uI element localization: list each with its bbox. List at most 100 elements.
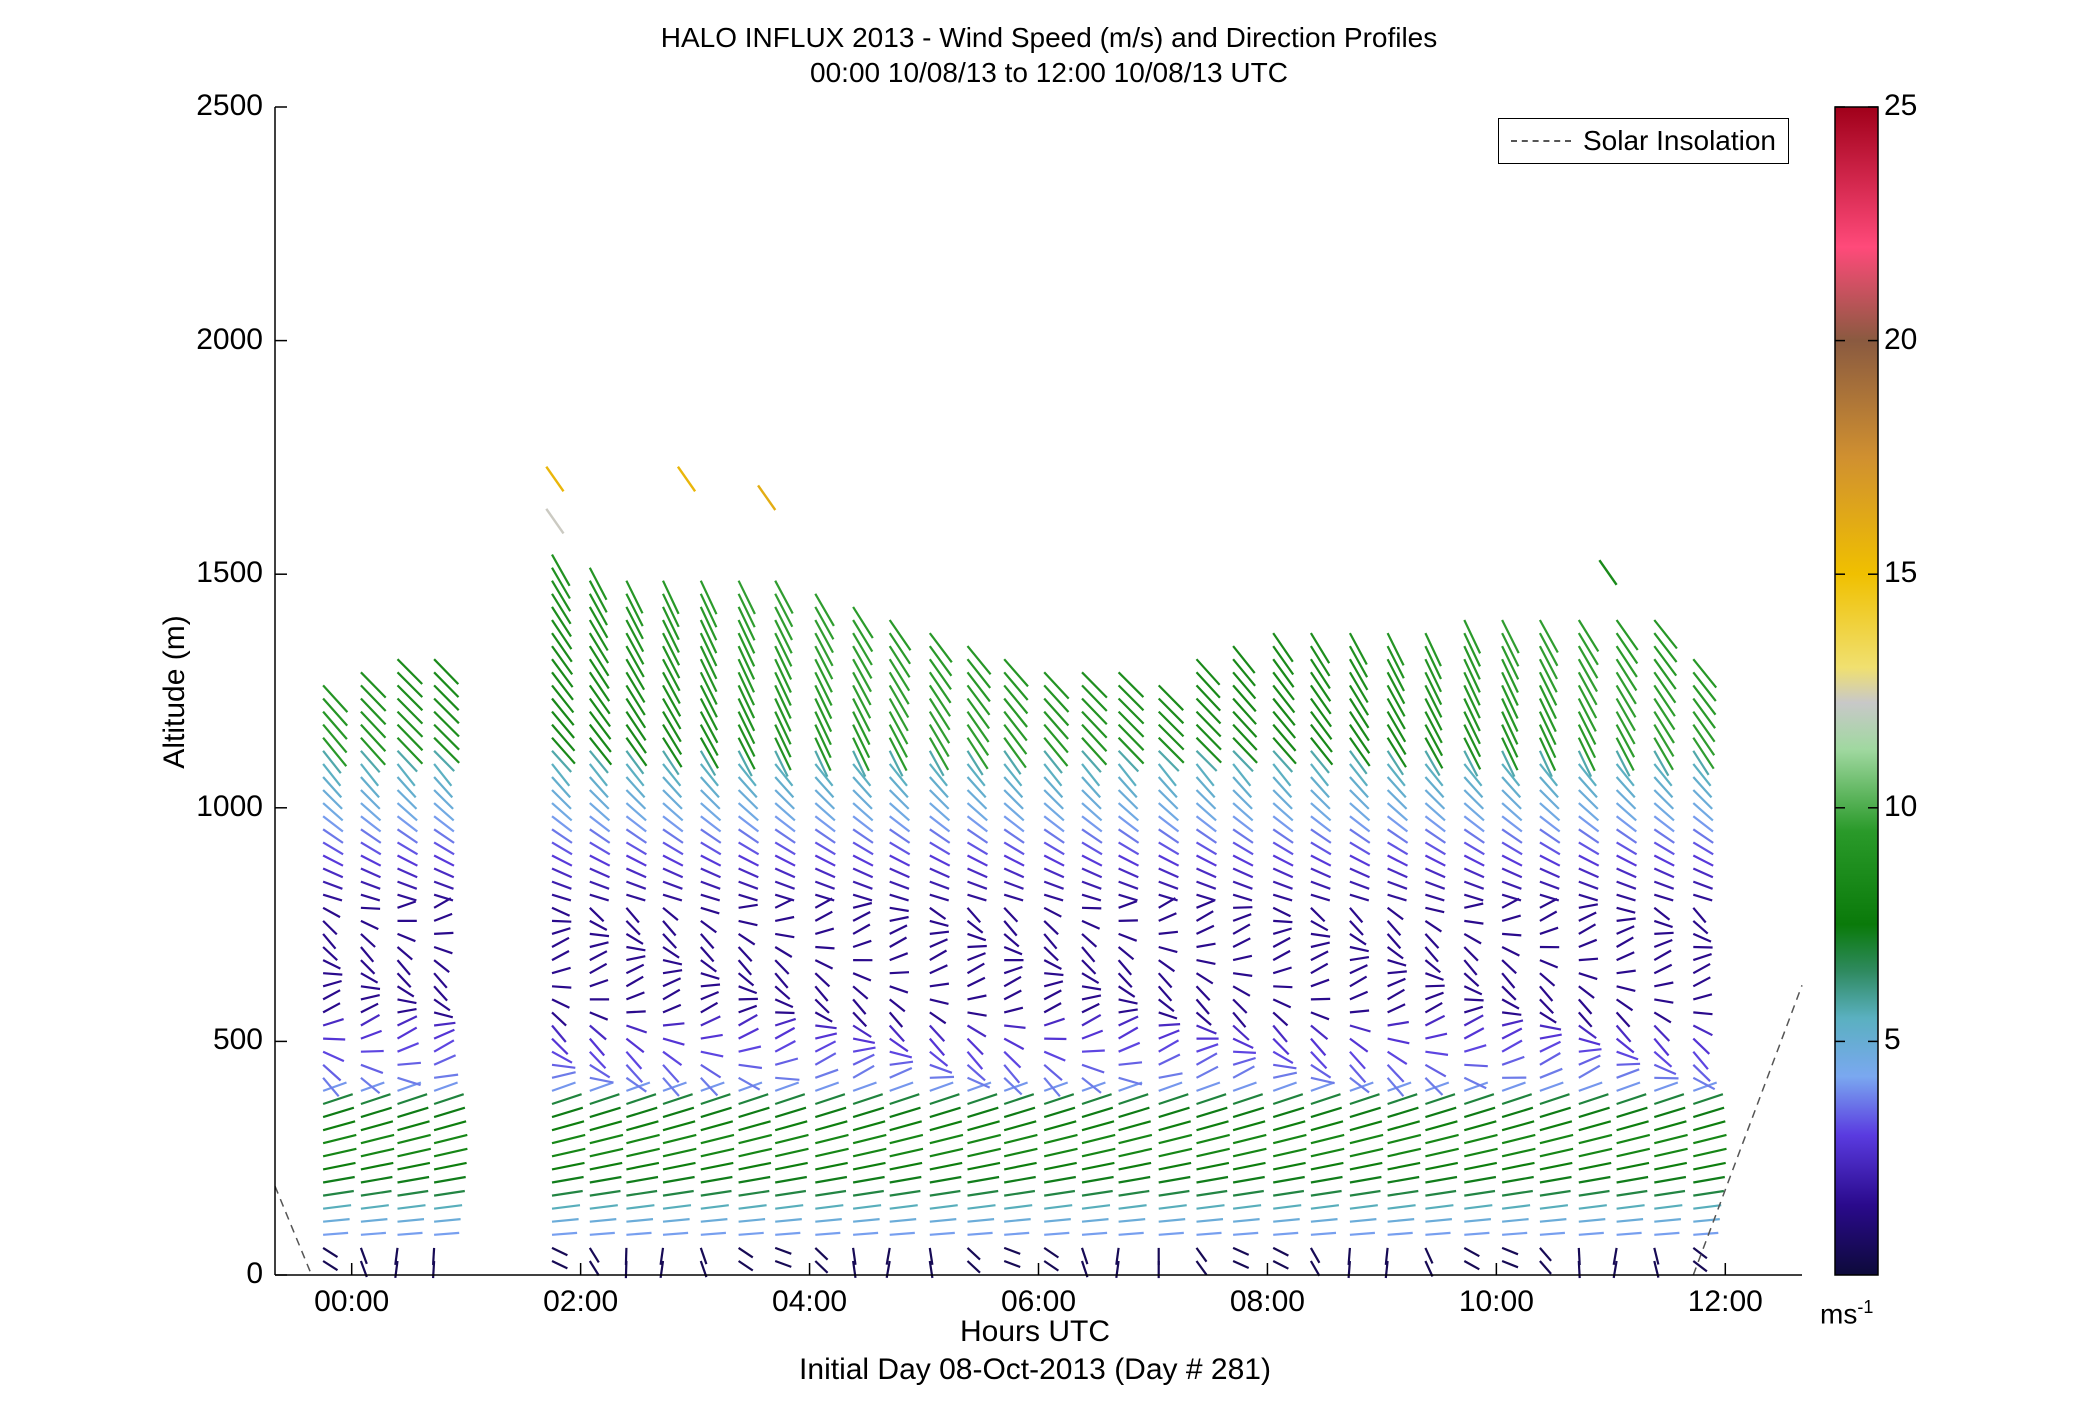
wind-vector	[1272, 684, 1296, 714]
wind-vector	[1043, 1147, 1078, 1158]
wind-vector	[814, 763, 834, 787]
wind-vector	[551, 1050, 573, 1064]
wind-vector	[1003, 893, 1024, 902]
wind-vector	[589, 1106, 621, 1119]
wind-vector	[1081, 697, 1108, 726]
wind-vector	[1463, 1106, 1496, 1119]
wind-vector	[1158, 841, 1180, 856]
wind-vector	[1003, 867, 1025, 879]
wind-vector	[1043, 1050, 1066, 1062]
wind-vector	[551, 645, 574, 676]
wind-vector	[1043, 1017, 1065, 1027]
wind-vector	[889, 971, 910, 975]
wind-vector	[1539, 815, 1561, 833]
wind-vector	[699, 1247, 708, 1265]
wind-vector	[814, 711, 832, 746]
wind-vector	[1310, 1024, 1329, 1041]
wind-vector	[889, 915, 909, 922]
wind-vector	[1463, 1005, 1484, 1014]
wind-vector	[700, 1063, 722, 1079]
wind-vector	[1501, 985, 1517, 1001]
wind-vector	[1653, 711, 1675, 744]
wind-vector	[1463, 802, 1485, 822]
wind-vector	[1577, 619, 1600, 652]
wind-vector	[1578, 1231, 1604, 1236]
wind-vector	[814, 880, 835, 890]
wind-vector	[1196, 1189, 1228, 1197]
wind-vector	[929, 1011, 947, 1025]
wind-vector	[1195, 736, 1222, 764]
wind-vector	[1653, 893, 1674, 902]
wind-vector	[1195, 1260, 1208, 1276]
wind-vector	[1003, 1037, 1025, 1051]
wind-vector	[737, 776, 758, 799]
wind-vector	[1273, 1175, 1305, 1184]
wind-vector	[1384, 1247, 1389, 1266]
wind-vector	[588, 684, 611, 715]
wind-vector	[885, 1247, 891, 1265]
wind-vector	[625, 963, 645, 975]
wind-vector	[1195, 684, 1222, 712]
wind-vector	[1616, 906, 1636, 914]
wind-vector	[1044, 1231, 1070, 1236]
wind-vector	[1310, 1175, 1343, 1184]
wind-vector	[1578, 1054, 1601, 1066]
wind-vector	[1692, 1050, 1709, 1070]
wind-vector	[1157, 684, 1184, 711]
wind-vector	[1310, 867, 1332, 879]
wind-vector	[737, 698, 756, 732]
wind-vector	[433, 854, 455, 867]
wind-vector	[775, 1175, 807, 1184]
wind-vector	[551, 1161, 585, 1171]
wind-vector	[852, 698, 871, 732]
wind-vector	[1081, 776, 1102, 799]
wind-vector	[738, 1013, 758, 1027]
wind-vector	[1003, 1161, 1037, 1171]
wind-vector	[1349, 945, 1369, 953]
wind-vector	[1615, 998, 1634, 1012]
wind-vector	[1117, 750, 1140, 773]
wind-vector	[1692, 815, 1714, 833]
wind-vector	[1501, 946, 1520, 957]
wind-vector	[551, 750, 573, 773]
wind-vector	[1118, 854, 1140, 867]
wind-vector	[322, 710, 348, 740]
wind-vector	[888, 697, 909, 732]
wind-vector	[1386, 776, 1407, 799]
wind-vector	[1118, 998, 1138, 1005]
wind-vector	[1117, 828, 1140, 844]
wind-vector	[394, 1247, 399, 1266]
wind-vector	[1501, 671, 1519, 706]
wind-vector	[928, 711, 951, 744]
wind-vector	[815, 1133, 849, 1145]
colorbar-tick-label: 25	[1884, 89, 1918, 122]
wind-vector	[1616, 1218, 1644, 1223]
wind-vector	[1616, 925, 1635, 935]
wind-vector	[1157, 985, 1173, 1002]
wind-vector	[662, 988, 681, 1001]
wind-vector	[1195, 1247, 1208, 1263]
wind-vector	[551, 710, 575, 739]
wind-vector	[1081, 854, 1103, 867]
wind-vector	[1692, 920, 1709, 935]
wind-vector	[1578, 1147, 1613, 1158]
wind-vector	[928, 1024, 946, 1043]
wind-vector	[625, 645, 645, 678]
wind-vector	[1387, 1020, 1409, 1027]
wind-vector	[397, 1231, 423, 1236]
wind-vector	[1158, 1218, 1186, 1223]
wind-vector	[360, 1133, 395, 1145]
wind-vector	[322, 906, 341, 919]
wind-vector	[1004, 1175, 1036, 1184]
wind-vector	[1081, 994, 1102, 1001]
wind-vector	[1653, 763, 1673, 787]
wind-vector	[814, 985, 829, 1002]
wind-vector	[737, 619, 756, 654]
wind-vector	[738, 1175, 771, 1184]
wind-vector	[1310, 932, 1331, 938]
wind-vector	[1387, 1081, 1412, 1092]
wind-vector	[1118, 1175, 1151, 1184]
wind-vector	[1578, 972, 1598, 981]
wind-vector	[1309, 671, 1332, 702]
wind-vector	[551, 1189, 583, 1197]
